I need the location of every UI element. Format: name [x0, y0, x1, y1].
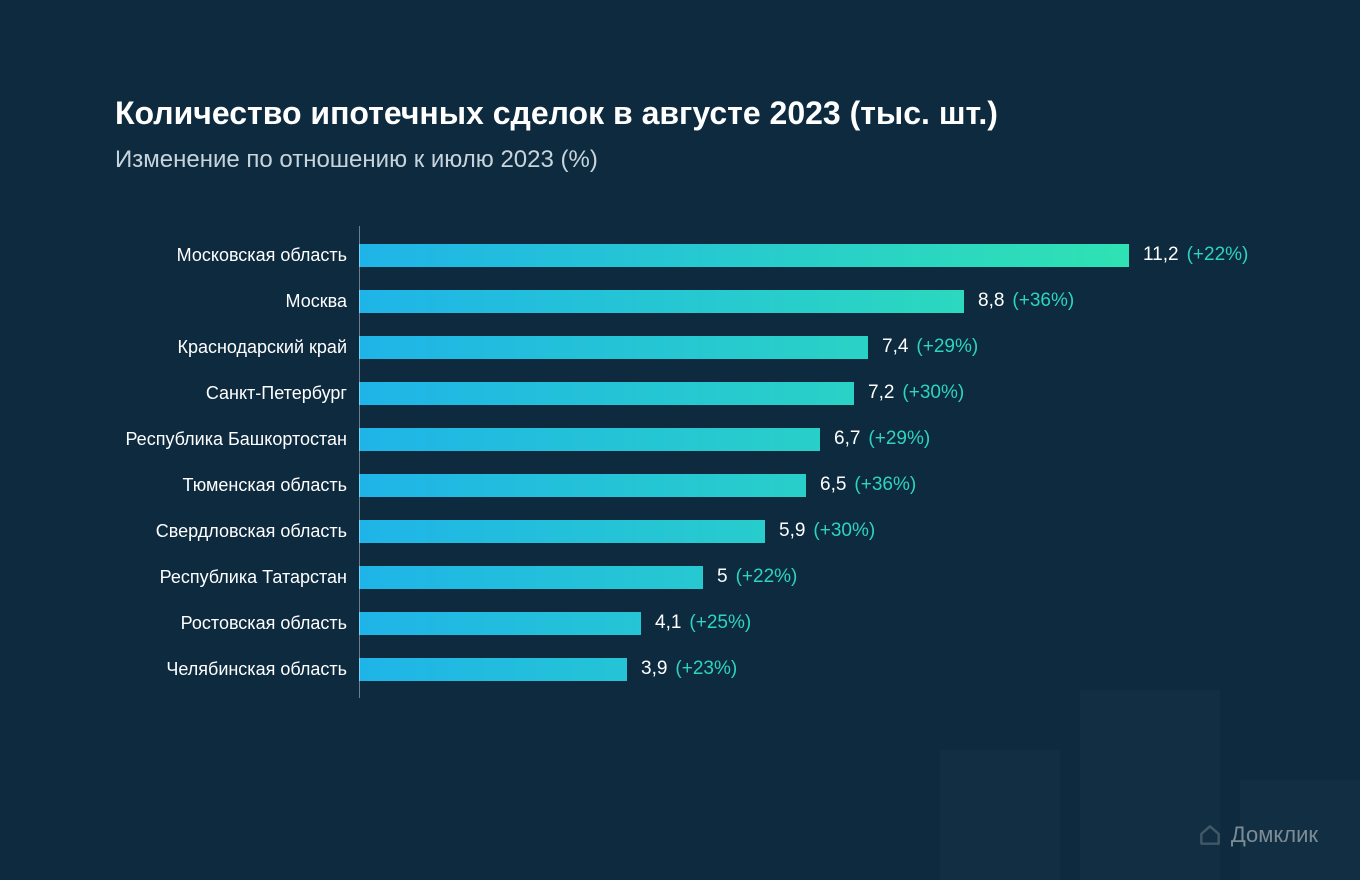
- chart-row: Челябинская область 3,9 (+23%): [115, 646, 1280, 692]
- chart-row: Свердловская область 5,9 (+30%): [115, 508, 1280, 554]
- row-percent: (+36%): [854, 474, 916, 496]
- bar-wrap: 6,7 (+29%): [353, 428, 1280, 451]
- row-percent: (+22%): [1187, 244, 1249, 266]
- row-percent: (+36%): [1012, 290, 1074, 312]
- row-value: 8,8: [978, 290, 1004, 312]
- chart-row: Тюменская область 6,5 (+36%): [115, 462, 1280, 508]
- bar-wrap: 5,9 (+30%): [353, 520, 1280, 543]
- bar: [359, 474, 806, 497]
- bar-wrap: 3,9 (+23%): [353, 658, 1280, 681]
- row-label: Санкт-Петербург: [115, 383, 353, 404]
- row-label: Тюменская область: [115, 475, 353, 496]
- row-percent: (+29%): [868, 428, 930, 450]
- row-percent: (+22%): [736, 566, 798, 588]
- row-label: Московская область: [115, 245, 353, 266]
- bar-wrap: 8,8 (+36%): [353, 290, 1280, 313]
- row-label: Свердловская область: [115, 521, 353, 542]
- row-value: 11,2: [1143, 244, 1179, 266]
- row-percent: (+23%): [675, 658, 737, 680]
- bar-chart: Московская область 11,2 (+22%) Москва 8,8 (+3…: [115, 232, 1280, 692]
- bar-wrap: 7,4 (+29%): [353, 336, 1280, 359]
- brand-text: Домклик: [1231, 822, 1318, 848]
- row-value: 3,9: [641, 658, 667, 680]
- row-label: Ростовская область: [115, 613, 353, 634]
- row-percent: (+29%): [916, 336, 978, 358]
- bar: [359, 244, 1129, 267]
- chart-row: Санкт-Петербург 7,2 (+30%): [115, 370, 1280, 416]
- row-value: 7,4: [882, 336, 908, 358]
- chart-row: Ростовская область 4,1 (+25%): [115, 600, 1280, 646]
- brand-logo: Домклик: [1197, 822, 1318, 848]
- row-label: Республика Татарстан: [115, 567, 353, 588]
- chart-subtitle: Изменение по отношению к июлю 2023 (%): [115, 146, 1280, 174]
- chart-row: Краснодарский край 7,4 (+29%): [115, 324, 1280, 370]
- bar-wrap: 11,2 (+22%): [353, 244, 1280, 267]
- row-percent: (+30%): [902, 382, 964, 404]
- y-axis-line: [359, 226, 360, 698]
- row-label: Республика Башкортостан: [115, 429, 353, 450]
- row-label: Челябинская область: [115, 659, 353, 680]
- chart-row: Республика Татарстан 5 (+22%): [115, 554, 1280, 600]
- bar: [359, 382, 854, 405]
- row-value: 5,9: [779, 520, 805, 542]
- bar-wrap: 7,2 (+30%): [353, 382, 1280, 405]
- row-value: 4,1: [655, 612, 681, 634]
- row-label: Краснодарский край: [115, 337, 353, 358]
- bar: [359, 336, 868, 359]
- bar-wrap: 5 (+22%): [353, 566, 1280, 589]
- bar: [359, 566, 703, 589]
- chart-row: Московская область 11,2 (+22%): [115, 232, 1280, 278]
- chart-row: Москва 8,8 (+36%): [115, 278, 1280, 324]
- bar: [359, 520, 765, 543]
- row-percent: (+25%): [689, 612, 751, 634]
- house-icon: [1197, 822, 1223, 848]
- bar: [359, 290, 964, 313]
- row-value: 6,5: [820, 474, 846, 496]
- bar: [359, 428, 820, 451]
- bar: [359, 612, 641, 635]
- row-percent: (+30%): [813, 520, 875, 542]
- row-value: 7,2: [868, 382, 894, 404]
- row-label: Москва: [115, 291, 353, 312]
- row-value: 6,7: [834, 428, 860, 450]
- chart-row: Республика Башкортостан 6,7 (+29%): [115, 416, 1280, 462]
- bar-wrap: 6,5 (+36%): [353, 474, 1280, 497]
- row-value: 5: [717, 566, 728, 588]
- bar: [359, 658, 627, 681]
- bar-wrap: 4,1 (+25%): [353, 612, 1280, 635]
- chart-title: Количество ипотечных сделок в августе 20…: [115, 95, 1280, 132]
